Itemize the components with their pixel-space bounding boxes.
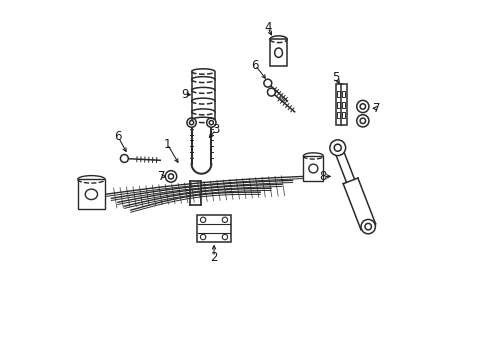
Ellipse shape	[85, 189, 97, 199]
Bar	[342, 112, 345, 118]
Circle shape	[359, 118, 365, 123]
Bar	[342, 91, 345, 98]
Bar	[335, 84, 341, 125]
Text: 1: 1	[163, 138, 171, 150]
Bar	[342, 102, 345, 108]
Bar	[337, 102, 340, 108]
Text: 4: 4	[264, 21, 271, 34]
Text: 6: 6	[251, 59, 259, 72]
Bar	[78, 179, 105, 209]
Text: 2: 2	[210, 251, 217, 264]
Circle shape	[222, 234, 227, 240]
Bar	[303, 156, 323, 181]
Circle shape	[165, 171, 176, 182]
Circle shape	[200, 234, 205, 240]
Circle shape	[360, 220, 375, 234]
Circle shape	[359, 104, 365, 109]
Circle shape	[206, 118, 216, 127]
Bar	[340, 84, 346, 125]
Circle shape	[186, 118, 196, 127]
Circle shape	[209, 121, 213, 125]
Text: 3: 3	[212, 123, 219, 136]
Circle shape	[356, 115, 368, 127]
Bar	[337, 91, 340, 98]
Text: 8: 8	[319, 170, 326, 183]
Circle shape	[356, 100, 368, 113]
Bar	[337, 112, 340, 118]
Ellipse shape	[308, 164, 317, 173]
Circle shape	[364, 224, 371, 230]
Circle shape	[329, 140, 345, 156]
Circle shape	[264, 79, 271, 87]
Text: 7: 7	[373, 102, 380, 115]
Bar	[269, 39, 286, 66]
Text: 5: 5	[331, 71, 339, 84]
Text: 6: 6	[114, 130, 122, 144]
Circle shape	[222, 217, 227, 222]
Ellipse shape	[274, 48, 282, 57]
Text: 7: 7	[158, 170, 165, 183]
Circle shape	[189, 121, 193, 125]
Circle shape	[267, 88, 275, 96]
Circle shape	[168, 174, 173, 179]
Circle shape	[120, 154, 128, 162]
Circle shape	[200, 217, 205, 222]
Text: 9: 9	[181, 88, 188, 101]
Circle shape	[333, 144, 341, 151]
Bar	[197, 215, 230, 242]
